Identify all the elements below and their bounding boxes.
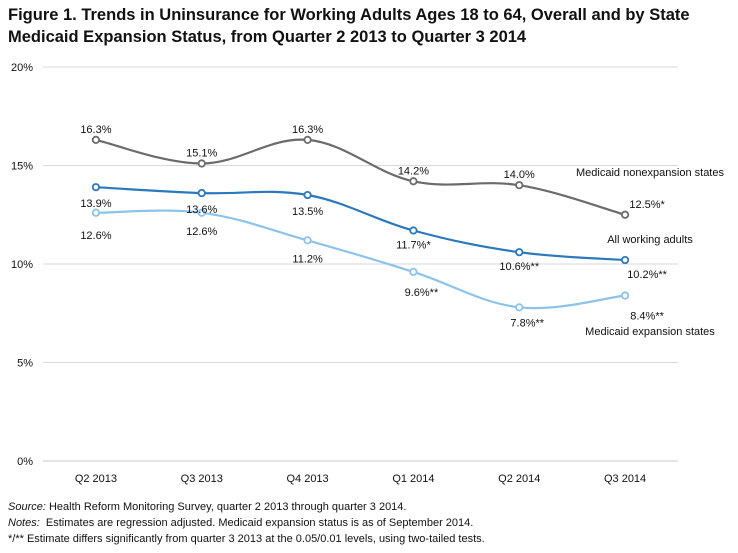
- data-point: [409, 177, 418, 186]
- data-label: 16.3%: [292, 124, 323, 136]
- data-label: 9.6%**: [405, 287, 439, 299]
- series-line: [95, 186, 626, 262]
- data-point: [197, 208, 206, 217]
- gridlines: [43, 66, 678, 462]
- x-tick-label: Q2 2013: [75, 473, 117, 485]
- x-tick-label: Q3 2014: [604, 473, 646, 485]
- data-label: 13.9%: [80, 198, 111, 210]
- data-point: [91, 183, 101, 192]
- data-label: 8.4%**: [630, 311, 664, 323]
- data-point: [303, 135, 312, 144]
- notes-label: Notes:: [8, 517, 40, 529]
- y-tick-label: 10%: [11, 259, 33, 271]
- data-label: 10.2%**: [627, 269, 667, 281]
- data-point: [515, 248, 524, 257]
- series-line: [95, 138, 626, 216]
- notes-note: Notes: Estimates are regression adjusted…: [8, 515, 733, 531]
- series-labels: Medicaid nonexpansion states All working …: [576, 167, 724, 338]
- series-name-label: All working adults: [607, 234, 693, 246]
- x-tick-label: Q4 2013: [286, 473, 328, 485]
- data-label: 12.6%: [186, 226, 217, 238]
- data-label: 11.2%: [292, 253, 323, 265]
- y-axis-ticks: 0% 5% 10% 15% 20%: [11, 62, 33, 468]
- y-tick-label: 15%: [11, 161, 33, 173]
- data-label: 14.2%: [398, 165, 429, 177]
- data-point: [197, 159, 206, 168]
- data-point: [515, 181, 524, 190]
- x-axis-ticks: Q2 2013 Q3 2013 Q4 2013 Q1 2014 Q2 2014 Q3 20…: [75, 473, 646, 485]
- y-tick-label: 20%: [11, 62, 33, 74]
- chart-notes: Source: Health Reform Monitoring Survey,…: [8, 499, 733, 547]
- series-name-label: Medicaid nonexpansion states: [576, 167, 724, 179]
- series: [91, 135, 630, 312]
- series-name-label: Medicaid expansion states: [585, 326, 715, 338]
- data-point: [409, 226, 418, 235]
- x-tick-label: Q2 2014: [498, 473, 540, 485]
- source-note: Source: Health Reform Monitoring Survey,…: [8, 499, 733, 515]
- y-tick-label: 0%: [17, 456, 33, 468]
- source-label: Source:: [8, 501, 46, 513]
- data-point: [515, 303, 524, 312]
- data-point: [620, 291, 630, 300]
- data-point: [197, 188, 206, 198]
- x-tick-label: Q3 2013: [181, 473, 223, 485]
- data-labels: 16.3% 15.1% 16.3% 14.2% 14.0% 12.5%* 13.9% 13.6…: [80, 124, 667, 329]
- data-label: 11.7%*: [396, 240, 431, 252]
- data-label: 13.6%: [186, 204, 217, 216]
- data-label: 7.8%**: [510, 317, 544, 329]
- x-tick-label: Q1 2014: [392, 473, 434, 485]
- data-label: 16.3%: [80, 124, 111, 136]
- data-point: [303, 236, 312, 245]
- data-label: 13.5%: [292, 206, 323, 218]
- data-point: [303, 190, 312, 200]
- y-tick-label: 5%: [17, 358, 33, 370]
- data-label: 10.6%**: [499, 261, 539, 273]
- data-point: [409, 267, 418, 276]
- significance-note: */** Estimate differs significantly from…: [8, 533, 485, 545]
- data-label: 14.0%: [504, 169, 535, 181]
- series-line: [95, 209, 626, 310]
- data-label: 12.6%: [80, 230, 111, 242]
- data-point: [91, 208, 101, 217]
- chart-title: Figure 1. Trends in Uninsurance for Work…: [8, 6, 690, 46]
- data-point: [620, 255, 630, 265]
- data-label: 12.5%*: [629, 199, 665, 211]
- data-point: [620, 210, 630, 219]
- source-text: Health Reform Monitoring Survey, quarter…: [45, 501, 407, 513]
- notes-text: Estimates are regression adjusted. Medic…: [39, 517, 474, 529]
- data-label: 15.1%: [186, 148, 217, 160]
- data-point: [91, 135, 101, 144]
